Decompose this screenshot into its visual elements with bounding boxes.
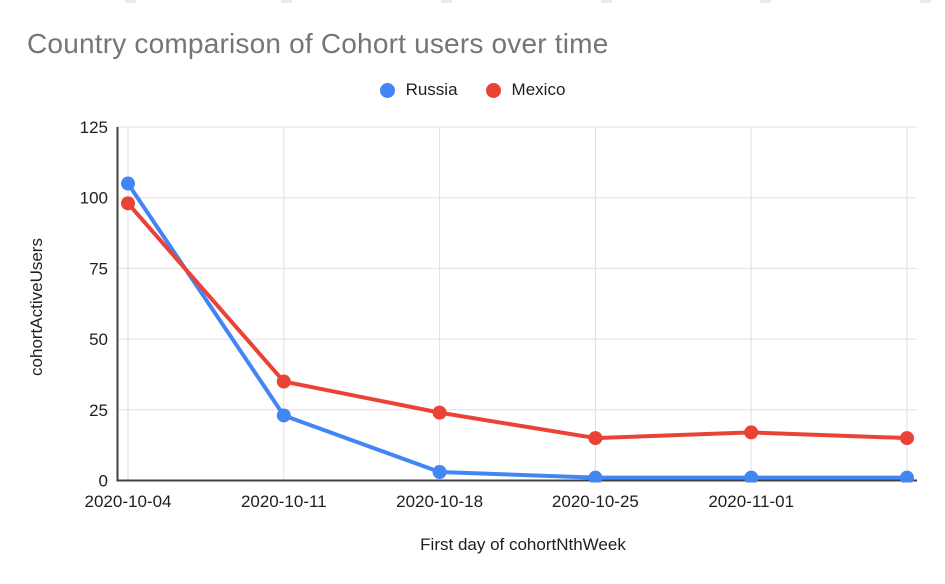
data-point-mexico[interactable]	[744, 425, 759, 440]
top-edge-mark	[281, 0, 292, 3]
data-point-mexico[interactable]	[276, 374, 291, 389]
x-tick-label: 2020-10-11	[241, 492, 327, 511]
x-tick-label: 2020-11-01	[708, 492, 794, 511]
legend-label-russia: Russia	[405, 80, 458, 99]
legend-label-mexico: Mexico	[511, 80, 566, 99]
y-tick-label: 125	[80, 118, 108, 137]
chart-title: Country comparison of Cohort users over …	[27, 28, 609, 59]
y-tick-label: 50	[89, 330, 108, 349]
x-tick-label: 2020-10-18	[396, 492, 483, 511]
y-tick-label: 25	[89, 401, 108, 420]
top-edge-mark	[601, 0, 612, 3]
y-tick-label: 0	[99, 472, 108, 491]
data-point-russia[interactable]	[900, 470, 914, 485]
top-edge-mark	[125, 0, 136, 3]
y-tick-label: 75	[89, 259, 108, 278]
top-edge-mark	[760, 0, 771, 3]
top-edge-mark	[920, 0, 931, 3]
data-point-mexico[interactable]	[432, 405, 447, 420]
x-tick-label: 2020-10-25	[552, 492, 639, 511]
x-tick-label: 2020-10-04	[85, 492, 172, 511]
legend-dot-russia-icon	[379, 82, 395, 98]
top-edge-mark	[441, 0, 452, 3]
series-line-russia	[126, 182, 907, 480]
data-point-russia[interactable]	[588, 470, 603, 485]
chart-legend: Russia Mexico	[0, 80, 945, 100]
legend-dot-mexico-icon	[485, 82, 501, 98]
series-line-mexico	[126, 202, 908, 441]
data-point-russia[interactable]	[432, 465, 447, 480]
legend-item-mexico[interactable]: Mexico	[485, 80, 566, 100]
legend-item-russia[interactable]: Russia	[379, 80, 458, 100]
y-tick-label: 100	[80, 189, 108, 208]
data-point-russia[interactable]	[276, 408, 291, 423]
data-point-mexico[interactable]	[900, 431, 914, 446]
data-point-russia[interactable]	[121, 176, 135, 191]
data-point-russia[interactable]	[744, 470, 759, 485]
x-axis-title: First day of cohortNthWeek	[420, 535, 626, 554]
data-point-mexico[interactable]	[588, 431, 603, 446]
data-point-mexico[interactable]	[121, 196, 135, 211]
